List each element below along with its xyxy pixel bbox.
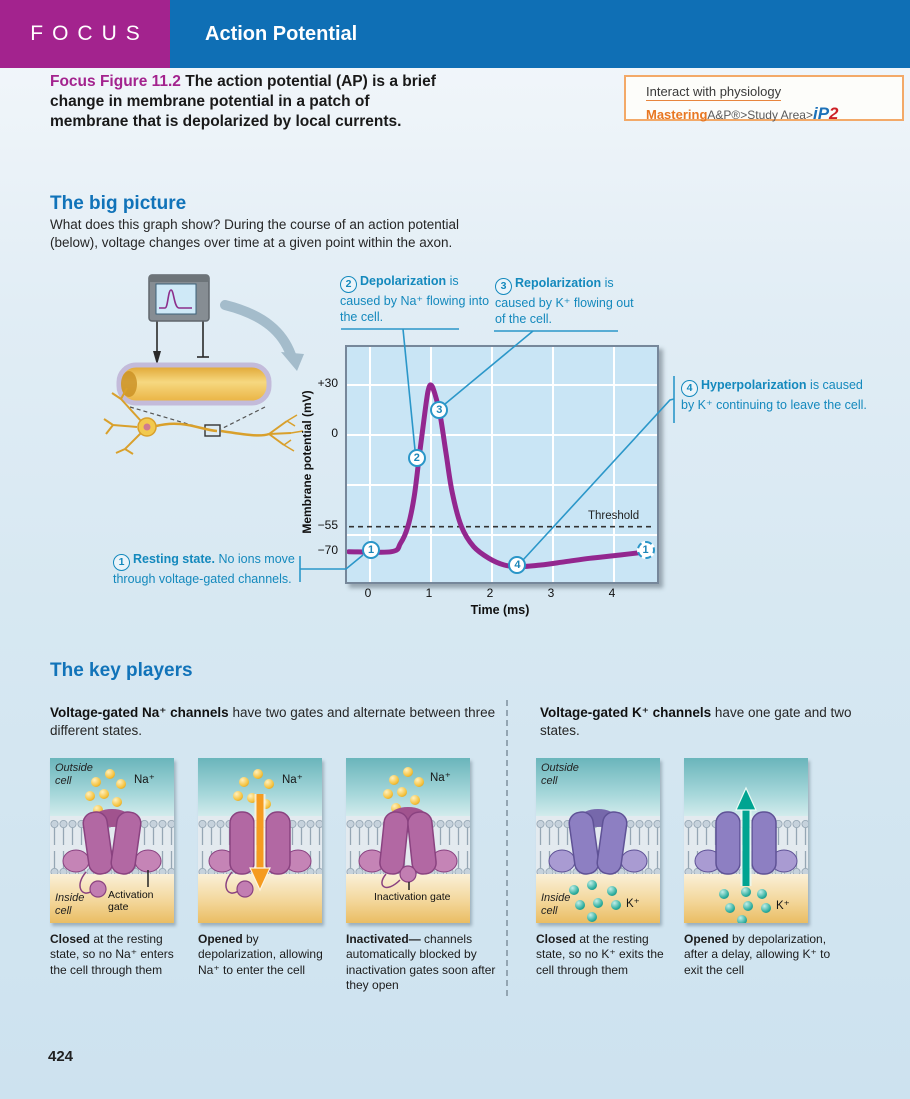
x-tick-4: 4	[608, 586, 616, 600]
na-channel-closed-panel: Outside cell Na⁺ Inside cell Activation …	[50, 758, 174, 923]
y-tick-m55: −55	[317, 518, 338, 532]
action-potential-figure: Membrane potential (mV) +30 0 −55 −70 0 …	[0, 265, 910, 620]
outside-cell-label: Outside cell	[55, 762, 93, 787]
callout-depolarization: 2 Depolarization is caused by Na⁺ flowing…	[340, 274, 490, 325]
inactivation-gate-ball	[399, 865, 417, 883]
y-axis-label: Membrane potential (mV)	[300, 390, 314, 534]
mastering-brand: Mastering	[646, 107, 708, 122]
key-players-heading: The key players	[50, 660, 193, 681]
na-ion-label: Na⁺	[134, 774, 155, 786]
outside-cell-label: Outside cell	[541, 762, 579, 787]
activation-gate-label: Activation gate	[108, 889, 154, 914]
oscilloscope-screen	[155, 283, 197, 315]
membrane-potential-plot	[345, 345, 659, 584]
callout-2-number: 2	[340, 276, 357, 293]
focus-label: FOCUS	[30, 22, 149, 45]
k-channel-closed-panel: Outside cell Inside cell K⁺	[536, 758, 660, 923]
na-channel-opened-panel: Na⁺	[198, 758, 322, 923]
gridlines	[347, 347, 657, 582]
axon-zoom-box	[204, 424, 221, 437]
figure-caption: Focus Figure 11.2 The action potential (…	[50, 72, 448, 131]
interact-path: MasteringA&P®>Study Area>iP2	[646, 104, 902, 124]
inactivation-gate-label: Inactivation gate	[374, 891, 451, 903]
neuron-icon	[103, 387, 304, 455]
k-channels-intro: Voltage-gated K⁺ channels have one gate …	[540, 705, 852, 738]
x-tick-3: 3	[547, 586, 555, 600]
focus-block: FOCUS	[0, 0, 170, 68]
action-potential-curve	[346, 382, 651, 570]
plot-canvas	[346, 347, 657, 582]
big-picture-heading: The big picture	[50, 193, 187, 214]
interact-box: Interact with physiology MasteringA&P®>S…	[624, 75, 904, 124]
callout-4-number: 4	[681, 380, 698, 397]
na-channel-inactivated-panel: Na⁺ Inactivation gate	[346, 758, 470, 923]
callout-hyperpolarization: 4 Hyperpolarization is caused by K⁺ conti…	[681, 378, 867, 412]
curved-arrow-head	[281, 352, 304, 371]
ip2-logo: iP	[812, 104, 830, 123]
panel-caption-k-closed: Closed at the resting state, so no K⁺ ex…	[536, 932, 664, 977]
x-axis-label: Time (ms)	[470, 603, 530, 617]
x-tick-2: 2	[486, 586, 494, 600]
y-tick-30: +30	[317, 376, 338, 390]
activation-gate-ball	[89, 880, 107, 898]
oscilloscope-neuron-illustration	[103, 274, 304, 455]
na-channels-intro: Voltage-gated Na⁺ channels have two gate…	[50, 705, 496, 738]
panel-caption-k-opened: Opened by depolarization, after a delay,…	[684, 932, 831, 977]
figure-number: Focus Figure 11.2	[50, 73, 181, 90]
panel-caption-na-closed: Closed at the resting state, so no Na⁺ e…	[50, 932, 174, 977]
curved-arrow	[220, 300, 296, 360]
callout-repolarization: 3 Repolarization is caused by K⁺ flowing …	[495, 276, 634, 327]
inside-cell-label: Inside cell	[55, 892, 85, 917]
na-ion-label: Na⁺	[430, 772, 451, 784]
inside-cell-label: Inside cell	[541, 892, 571, 917]
axon-segment	[116, 362, 272, 406]
callout-3-number: 3	[495, 278, 512, 295]
k-ion-label: K⁺	[776, 900, 790, 912]
k-channel-opened-panel: K⁺	[684, 758, 808, 923]
x-tick-1: 1	[425, 586, 433, 600]
na-ion-label: Na⁺	[282, 774, 303, 786]
mastering-path: A&P®>Study Area>	[707, 108, 813, 122]
y-tick-m70: −70	[317, 543, 338, 557]
y-tick-0: 0	[331, 426, 338, 440]
interact-heading: Interact with physiology	[646, 84, 782, 101]
k-ions	[569, 880, 621, 922]
callout-resting-state: 1 Resting state. No ions move through vol…	[113, 552, 295, 586]
section-divider	[506, 700, 508, 996]
x-tick-0: 0	[364, 586, 372, 600]
page-title: Action Potential	[205, 22, 358, 45]
callout-1-number: 1	[113, 554, 130, 571]
panel-caption-na-inactivated: Inactivated— channels automatically bloc…	[346, 932, 496, 993]
page-number: 424	[48, 1048, 74, 1065]
electrode-icon	[153, 351, 161, 365]
panel-caption-na-opened: Opened by depolarization, allowing Na⁺ t…	[198, 932, 323, 977]
figure-caption-text: The action potential (AP) is a brief cha…	[50, 73, 436, 130]
big-picture-body: What does this graph show? During the co…	[50, 217, 459, 250]
ip2-logo-2: 2	[829, 104, 839, 123]
threshold-label: Threshold	[588, 510, 640, 522]
k-ion-label: K⁺	[626, 898, 640, 910]
